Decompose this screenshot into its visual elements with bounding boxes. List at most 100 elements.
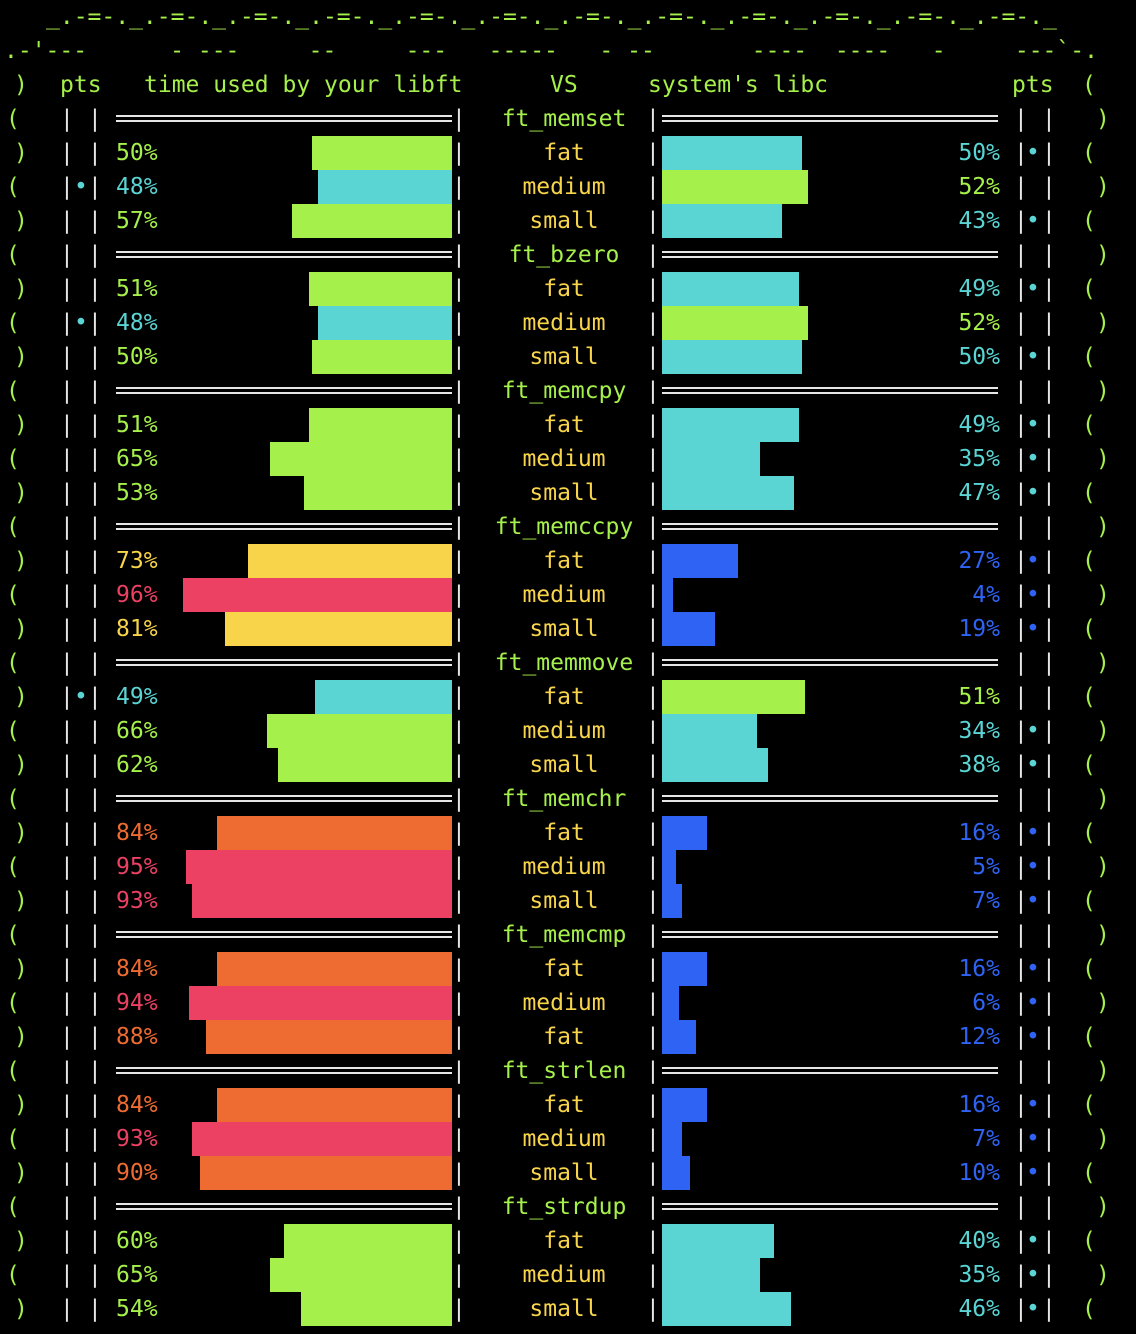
pipe: |: [646, 684, 660, 710]
libft-percent: 50%: [116, 140, 158, 166]
pipe: |: [452, 1296, 466, 1322]
paren-left: (: [6, 310, 20, 336]
pipe: |: [452, 208, 466, 234]
libc-bar: [662, 204, 783, 238]
libc-percent: 6%: [972, 990, 1000, 1016]
paren-left: (: [6, 718, 20, 744]
pipe: |: [1014, 650, 1028, 676]
separator-rule: [662, 782, 998, 816]
pipe: |: [646, 480, 660, 506]
size-label: medium: [522, 718, 606, 744]
paren-right: ): [1096, 922, 1110, 948]
pipe: |: [452, 650, 466, 676]
pipe: |: [646, 140, 660, 166]
pipe: |: [646, 582, 660, 608]
pipe: |: [452, 820, 466, 846]
pipe: |: [1042, 548, 1056, 574]
libc-bar: [662, 850, 676, 884]
libft-percent: 96%: [116, 582, 158, 608]
separator-rule: [662, 510, 998, 544]
pipe: |: [60, 378, 74, 404]
size-label: medium: [522, 1262, 606, 1288]
libft-bar: [225, 612, 452, 646]
banner-second: .-'--- - --- -- --- ----- - -- ---- ----…: [4, 38, 1098, 64]
pipe: |: [646, 344, 660, 370]
libft-percent: 93%: [116, 888, 158, 914]
pipe: |: [452, 616, 466, 642]
pts-dot: •: [1026, 1126, 1040, 1152]
libc-percent: 4%: [972, 582, 1000, 608]
paren-left: (: [1082, 1228, 1096, 1254]
size-label: fat: [543, 956, 585, 982]
pipe: |: [452, 1160, 466, 1186]
pipe: |: [646, 1126, 660, 1152]
size-label: small: [529, 344, 599, 370]
paren-right: ): [14, 956, 28, 982]
pipe: |: [1042, 1228, 1056, 1254]
pipe: |: [646, 174, 660, 200]
pipe: |: [646, 310, 660, 336]
libc-percent: 47%: [958, 480, 1000, 506]
libc-percent: 19%: [958, 616, 1000, 642]
pipe: |: [1042, 242, 1056, 268]
pipe: |: [452, 1126, 466, 1152]
libc-percent: 12%: [958, 1024, 1000, 1050]
pipe: |: [88, 174, 102, 200]
libc-bar: [662, 1156, 690, 1190]
libft-percent: 93%: [116, 1126, 158, 1152]
pipe: |: [60, 446, 74, 472]
pipe: |: [452, 1194, 466, 1220]
pipe: |: [452, 514, 466, 540]
paren-right: ): [14, 1228, 28, 1254]
pts-dot: •: [1026, 1296, 1040, 1322]
libc-bar: [662, 1020, 696, 1054]
pipe: |: [1014, 514, 1028, 540]
pipe: |: [60, 752, 74, 778]
pipe: |: [1042, 1262, 1056, 1288]
libft-percent: 94%: [116, 990, 158, 1016]
pipe: |: [646, 650, 660, 676]
pipe: |: [1042, 820, 1056, 846]
libft-bar: [278, 748, 452, 782]
pipe: |: [88, 820, 102, 846]
pipe: |: [1042, 990, 1056, 1016]
pipe: |: [452, 1024, 466, 1050]
libft-bar: [205, 1020, 452, 1054]
paren-right: ): [1096, 650, 1110, 676]
pipe: |: [1042, 1126, 1056, 1152]
pipe: |: [60, 174, 74, 200]
libc-bar: [662, 476, 794, 510]
pipe: |: [88, 650, 102, 676]
libc-percent: 27%: [958, 548, 1000, 574]
pipe: |: [60, 310, 74, 336]
libc-bar: [662, 748, 769, 782]
libft-bar: [317, 170, 452, 204]
libft-bar: [267, 714, 452, 748]
paren-right: ): [1096, 378, 1110, 404]
pipe: |: [646, 1262, 660, 1288]
separator-rule: [116, 510, 452, 544]
paren-right: ): [14, 888, 28, 914]
pipe: |: [452, 548, 466, 574]
pipe: |: [1042, 616, 1056, 642]
pipe: |: [646, 1160, 660, 1186]
libft-bar: [216, 1088, 452, 1122]
pipe: |: [452, 684, 466, 710]
libc-bar: [662, 884, 682, 918]
pipe: |: [646, 1058, 660, 1084]
pts-dot: •: [1026, 446, 1040, 472]
pts-dot: •: [1026, 548, 1040, 574]
pipe: |: [1042, 786, 1056, 812]
libc-percent: 40%: [958, 1228, 1000, 1254]
paren-right: ): [1096, 514, 1110, 540]
pipe: |: [1014, 1296, 1028, 1322]
pipe: |: [452, 582, 466, 608]
pipe: |: [1014, 786, 1028, 812]
paren-left: (: [1082, 276, 1096, 302]
pipe: |: [88, 242, 102, 268]
pipe: |: [646, 242, 660, 268]
pipe: |: [60, 276, 74, 302]
paren-right: ): [14, 1092, 28, 1118]
libft-bar: [191, 884, 452, 918]
